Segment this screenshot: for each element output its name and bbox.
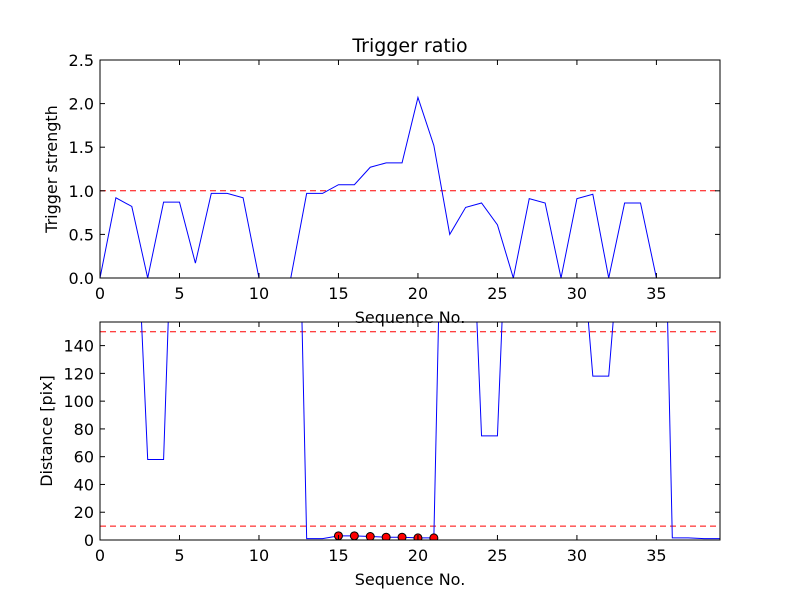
x-axis: 0 5 10 15 20 25 30 35 [95,60,667,303]
y-tick-label: 0.5 [69,225,94,244]
y-tick-label: 140 [63,337,94,356]
x-tick-label: 5 [174,284,184,303]
y-axis-label: Trigger strength [42,105,61,234]
y-tick-label: 20 [74,503,94,522]
y-axis: 0.0 0.5 1.0 1.5 2.0 2.5 [69,51,720,288]
y-tick-label: 0 [84,531,94,550]
x-tick-label: 30 [567,284,587,303]
x-tick-label: 15 [328,546,348,565]
x-tick-label: 25 [487,284,507,303]
y-tick-label: 80 [74,420,94,439]
data-point [397,532,407,540]
plot-area [100,322,720,540]
trigger-ratio-chart: Trigger ratio 0 5 10 15 20 25 30 35 0.0 0.5 1.0 1.… [42,35,721,327]
y-axis-label: Distance [pix] [37,375,56,487]
x-tick-label: 30 [567,546,587,565]
data-point [349,531,359,540]
chart-title: Trigger ratio [351,35,467,57]
x-tick-label: 35 [646,284,666,303]
y-tick-label: 0.0 [69,269,94,288]
axes-frame [99,321,721,541]
y-tick-label: 100 [63,392,94,411]
y-tick-label: 60 [74,448,94,467]
data-point [365,532,375,540]
axes-frame [99,59,721,279]
x-axis: 0 5 10 15 20 25 30 35 [95,322,667,565]
x-tick-label: 10 [249,284,269,303]
x-tick-label: 10 [249,546,269,565]
x-tick-label: 20 [408,546,428,565]
y-axis: 0 20 40 60 80 100 120 140 [63,337,720,550]
y-tick-label: 1.0 [69,182,94,201]
y-tick-label: 2.0 [69,95,94,114]
x-tick-label: 0 [95,546,105,565]
x-tick-label: 0 [95,284,105,303]
y-tick-label: 2.5 [69,51,94,70]
series-line [141,322,720,540]
x-axis-label: Sequence No. [355,570,466,589]
x-tick-label: 35 [646,546,666,565]
x-tick-label: 20 [408,284,428,303]
series-line [100,95,720,278]
x-tick-label: 25 [487,546,507,565]
y-tick-label: 40 [74,475,94,494]
y-tick-label: 1.5 [69,138,94,157]
x-axis-label: Sequence No. [355,308,466,327]
distance-chart: 0 5 10 15 20 25 30 35 0 20 40 60 80 100 120 140 Sequen… [37,321,721,589]
data-point [429,533,439,540]
x-tick-label: 15 [328,284,348,303]
plot-area [100,95,720,278]
y-tick-label: 120 [63,364,94,383]
data-point [381,532,391,540]
x-tick-label: 5 [174,546,184,565]
